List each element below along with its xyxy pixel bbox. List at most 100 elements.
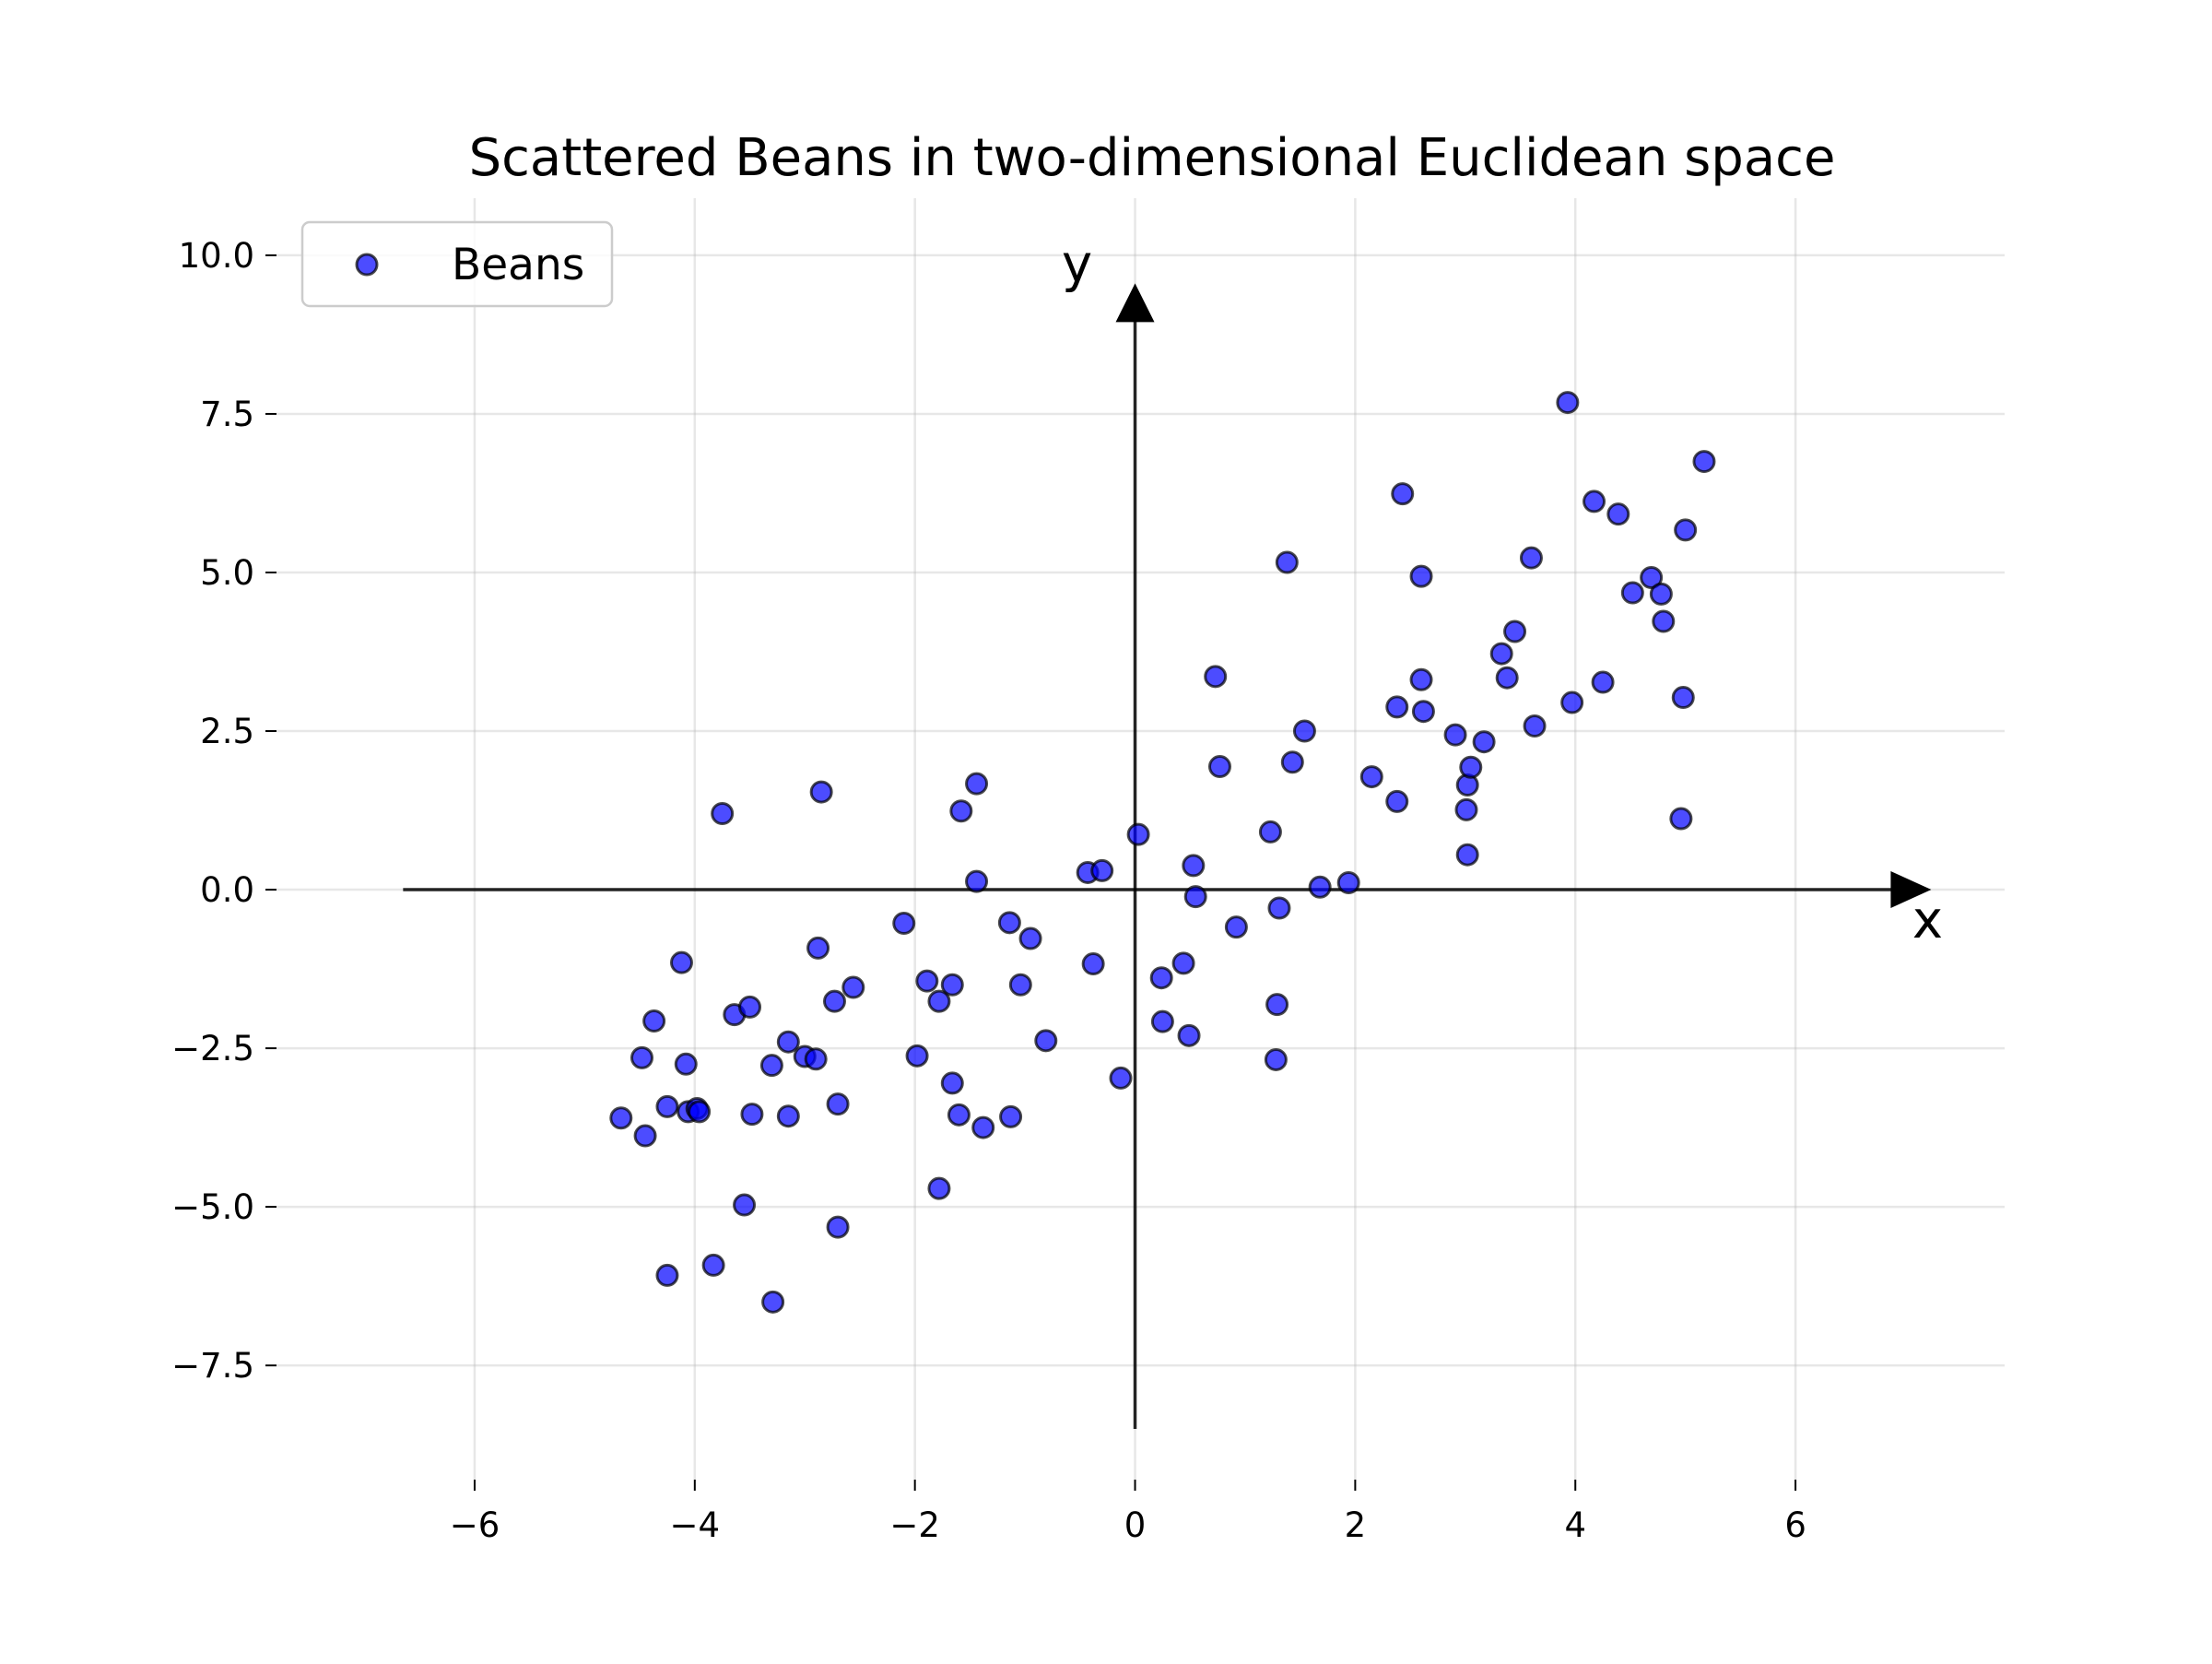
scatter-point (940, 973, 964, 997)
scatter-point (1523, 714, 1547, 738)
scatter-point (947, 1103, 971, 1127)
scatter-point (971, 1115, 995, 1139)
scatter-point (1224, 915, 1248, 939)
scatter-point (1018, 926, 1042, 950)
scatter-point (776, 1104, 800, 1128)
scatter-point (1385, 789, 1409, 813)
scatter-point (674, 1052, 698, 1076)
scatter-point (1556, 391, 1580, 415)
scatter-point (1409, 667, 1433, 691)
scatter-point (688, 1100, 712, 1124)
scatter-point (940, 1071, 964, 1095)
scatter-point (1182, 854, 1206, 878)
scatter-point (1443, 723, 1467, 747)
scatter-point (826, 1215, 850, 1239)
x-tick-label: −2 (889, 1505, 940, 1545)
x-axis-label: x (1912, 891, 1943, 950)
scatter-point (642, 1009, 666, 1033)
scatter-point (1149, 966, 1173, 990)
y-tick-label: −2.5 (171, 1029, 254, 1068)
scatter-point (738, 995, 762, 1019)
scatter-point (1454, 797, 1478, 821)
scatter-point (1109, 1066, 1133, 1090)
scatter-point (1150, 1009, 1174, 1033)
scatter-point (1472, 730, 1496, 754)
scatter-point (740, 1103, 764, 1127)
y-tick-label: 2.5 (200, 712, 254, 751)
x-tick-label: 6 (1784, 1505, 1806, 1545)
scatter-point (1649, 582, 1673, 606)
y-tick-label: −7.5 (171, 1346, 254, 1386)
scatter-point (1411, 700, 1435, 724)
scatter-point (1308, 875, 1332, 899)
scatter-point (997, 911, 1021, 935)
y-tick-label: 10.0 (179, 236, 254, 276)
scatter-point (1183, 885, 1207, 909)
scatter-point (905, 1044, 929, 1068)
scatter-point (949, 799, 973, 823)
scatter-point (1207, 755, 1231, 779)
scatter-point (1258, 820, 1282, 844)
scatter-point (1669, 807, 1693, 831)
scatter-point (1671, 686, 1695, 710)
scatter-point (1265, 993, 1289, 1017)
y-axis-label: y (1062, 234, 1092, 294)
scatter-point (1126, 822, 1150, 846)
scatter-point (1652, 609, 1676, 633)
scatter-point (1503, 620, 1527, 643)
scatter-point (759, 1054, 783, 1078)
scatter-point (1674, 518, 1698, 542)
scatter-point (809, 780, 833, 804)
scatter-point (1292, 719, 1316, 743)
scatter-point (776, 1030, 800, 1054)
scatter-point (1336, 870, 1360, 894)
scatter-points (609, 391, 1716, 1314)
scatter-point (927, 989, 951, 1013)
legend: Beans (300, 220, 614, 308)
scatter-point (965, 772, 989, 796)
scatter-point (1583, 490, 1606, 513)
scatter-point (1081, 952, 1105, 976)
scatter-point (609, 1106, 633, 1130)
scatter-point (655, 1263, 679, 1287)
y-tick-label: 7.5 (200, 395, 254, 434)
scatter-point (629, 1045, 653, 1069)
y-tick-label: 5.0 (200, 553, 254, 593)
scatter-point (1495, 666, 1519, 690)
scatter-point (1620, 581, 1644, 605)
chart-title: Scattered Beans in two-dimensional Eucli… (469, 128, 1836, 188)
x-axis-arrowhead (1890, 871, 1932, 909)
x-tick-label: 2 (1345, 1505, 1367, 1545)
scatter-point (1640, 565, 1664, 589)
legend-box (300, 220, 614, 308)
scatter-point (633, 1124, 657, 1148)
scatter-point (1171, 951, 1195, 975)
scatter-point (915, 969, 939, 993)
scatter-point (804, 1047, 828, 1071)
scatter-point (1606, 502, 1630, 526)
scatter-point (1034, 1029, 1058, 1053)
scatter-point (1267, 896, 1291, 920)
scatter-point (1455, 843, 1479, 867)
axis-ticks: −6 −4 −2 0 2 4 6 −7.5 −5.0 −2.5 0.0 2.5 5.0 7.5 10.0 (171, 236, 1806, 1545)
scatter-point (1280, 750, 1304, 774)
scatter-point (1275, 550, 1299, 574)
legend-marker (355, 253, 379, 277)
scatter-point (1391, 482, 1415, 506)
scatter-point (1385, 695, 1409, 719)
x-tick-label: 4 (1564, 1505, 1586, 1545)
x-tick-label: −6 (450, 1505, 500, 1545)
x-tick-label: 0 (1124, 1505, 1147, 1545)
y-tick-label: −5.0 (171, 1187, 254, 1227)
scatter-point (892, 912, 916, 936)
scatter-point (1489, 642, 1513, 666)
scatter-point (1177, 1023, 1201, 1047)
scatter-point (655, 1094, 679, 1118)
scatter-point (1591, 670, 1615, 694)
x-tick-label: −4 (670, 1505, 721, 1545)
scatter-point (1519, 546, 1543, 570)
scatter-point (701, 1253, 725, 1277)
arrow-axes: xy (403, 234, 1943, 1429)
